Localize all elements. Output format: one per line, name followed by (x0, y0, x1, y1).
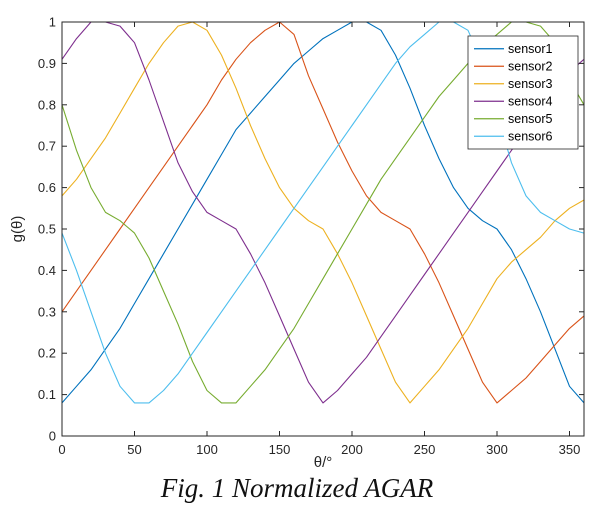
x-tick-label: 350 (559, 442, 581, 457)
figure-caption: Fig. 1 Normalized AGAR (160, 473, 434, 503)
legend-label: sensor3 (508, 77, 553, 91)
y-tick-label: 0.5 (38, 222, 56, 237)
y-axis-label: g(θ) (9, 216, 26, 243)
x-tick-label: 300 (486, 442, 508, 457)
legend-item: sensor5 (474, 112, 553, 126)
legend-label: sensor1 (508, 42, 553, 56)
legend-label: sensor2 (508, 60, 553, 74)
x-tick-label: 250 (414, 442, 436, 457)
y-tick-label: 0.6 (38, 180, 56, 195)
x-tick-label: 150 (269, 442, 291, 457)
legend-label: sensor4 (508, 95, 553, 109)
y-tick-label: 0.1 (38, 387, 56, 402)
y-tick-label: 0.3 (38, 304, 56, 319)
series-line-sensor2 (61, 21, 585, 404)
y-tick-label: 0 (49, 429, 56, 444)
legend-item: sensor2 (474, 60, 553, 74)
legend-item: sensor6 (474, 130, 553, 144)
legend-item: sensor1 (474, 42, 553, 56)
y-tick-label: 0.2 (38, 346, 56, 361)
x-tick-label: 200 (341, 442, 363, 457)
x-tick-label: 50 (127, 442, 141, 457)
y-tick-label: 1 (49, 15, 56, 30)
y-tick-label: 0.8 (38, 97, 56, 112)
line-chart: 0 50 100 150 200 250 300 350 0 0.1 0.2 0.3 0.4 0.5 0.6… (9, 15, 585, 470)
x-tick-label: 100 (196, 442, 218, 457)
series-line-sensor3 (61, 21, 585, 404)
y-tick-label: 0.9 (38, 56, 56, 71)
series-line-sensor1 (61, 21, 585, 404)
y-tick-label: 0.4 (38, 263, 56, 278)
legend-item: sensor4 (474, 95, 553, 109)
y-tick-label: 0.7 (38, 139, 56, 154)
series-line-sensor5 (61, 21, 585, 404)
x-axis-label: θ/° (314, 454, 333, 470)
legend-label: sensor6 (508, 130, 553, 144)
legend-item: sensor3 (474, 77, 553, 91)
x-tick-label: 0 (58, 442, 65, 457)
series-line-sensor4 (61, 21, 585, 404)
legend-box (467, 35, 579, 150)
legend: sensor1 sensor2 sensor3 sensor4 sensor5 senso… (467, 35, 579, 150)
legend-label: sensor5 (508, 112, 553, 126)
tick-layer: 0 50 100 150 200 250 300 350 0 0.1 0.2 0.3 0.4 0.5 0.6… (38, 15, 584, 457)
